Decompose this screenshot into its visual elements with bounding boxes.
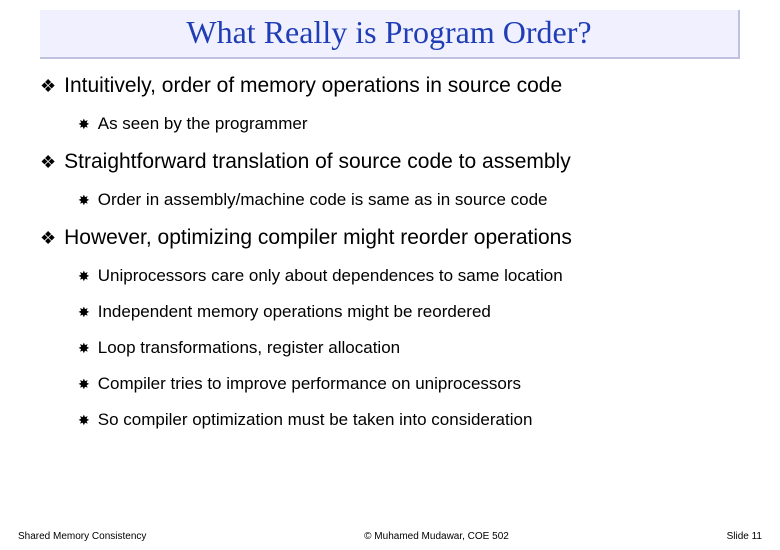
- diamond-icon: ❖: [40, 225, 56, 251]
- diamond-icon: ❖: [40, 149, 56, 175]
- diamond-icon: ❖: [40, 73, 56, 99]
- bullet-l2: ✸ Loop transformations, register allocat…: [78, 337, 740, 359]
- slide-footer: Shared Memory Consistency © Muhamed Muda…: [0, 531, 780, 542]
- bullet-l2: ✸ Order in assembly/machine code is same…: [78, 189, 740, 211]
- slide-title-box: What Really is Program Order?: [40, 10, 740, 59]
- bullet-l1-text: Intuitively, order of memory operations …: [64, 73, 562, 99]
- bullet-l2: ✸ Uniprocessors care only about dependen…: [78, 265, 740, 287]
- slide-content: ❖ Intuitively, order of memory operation…: [0, 59, 780, 431]
- star-icon: ✸: [78, 409, 90, 431]
- bullet-block: ❖ However, optimizing compiler might reo…: [40, 225, 740, 431]
- bullet-l1-text: However, optimizing compiler might reord…: [64, 225, 572, 251]
- footer-center: © Muhamed Mudawar, COE 502: [364, 531, 509, 542]
- bullet-l1: ❖ Straightforward translation of source …: [40, 149, 740, 175]
- bullet-l2-text: Compiler tries to improve performance on…: [98, 373, 521, 395]
- bullet-block: ❖ Intuitively, order of memory operation…: [40, 73, 740, 135]
- bullet-l1: ❖ Intuitively, order of memory operation…: [40, 73, 740, 99]
- star-icon: ✸: [78, 189, 90, 211]
- footer-right: Slide 11: [727, 531, 762, 542]
- bullet-l2: ✸ Compiler tries to improve performance …: [78, 373, 740, 395]
- star-icon: ✸: [78, 265, 90, 287]
- star-icon: ✸: [78, 113, 90, 135]
- bullet-l2-text: Independent memory operations might be r…: [98, 301, 491, 323]
- bullet-l1: ❖ However, optimizing compiler might reo…: [40, 225, 740, 251]
- bullet-l2-text: Order in assembly/machine code is same a…: [98, 189, 548, 211]
- bullet-l2: ✸ So compiler optimization must be taken…: [78, 409, 740, 431]
- bullet-l2-text: As seen by the programmer: [98, 113, 308, 135]
- bullet-l1-text: Straightforward translation of source co…: [64, 149, 571, 175]
- bullet-l2: ✸ As seen by the programmer: [78, 113, 740, 135]
- star-icon: ✸: [78, 373, 90, 395]
- bullet-l2: ✸ Independent memory operations might be…: [78, 301, 740, 323]
- bullet-l2-text: Uniprocessors care only about dependence…: [98, 265, 563, 287]
- slide-title: What Really is Program Order?: [40, 14, 738, 51]
- bullet-l2-text: So compiler optimization must be taken i…: [98, 409, 533, 431]
- footer-left: Shared Memory Consistency: [18, 531, 146, 542]
- bullet-block: ❖ Straightforward translation of source …: [40, 149, 740, 211]
- star-icon: ✸: [78, 301, 90, 323]
- star-icon: ✸: [78, 337, 90, 359]
- bullet-l2-text: Loop transformations, register allocatio…: [98, 337, 400, 359]
